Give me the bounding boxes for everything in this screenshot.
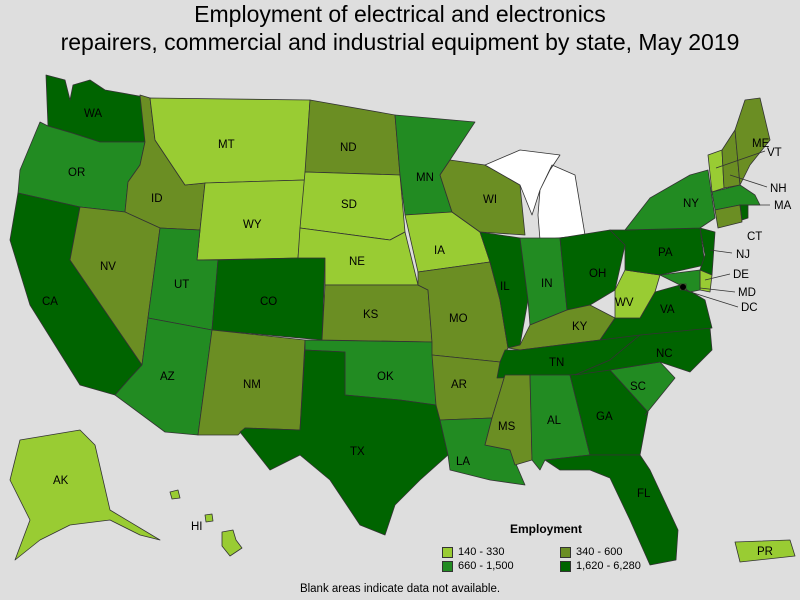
label-de: DE — [733, 269, 749, 281]
state-mi[interactable] — [484, 149, 586, 241]
state-ct[interactable] — [714, 204, 743, 229]
label-id: ID — [151, 193, 163, 205]
label-ia: IA — [434, 245, 445, 257]
map-title-line-1: Employment of electrical and electronics — [194, 1, 606, 27]
label-wy: WY — [243, 219, 262, 231]
label-mo: MO — [449, 313, 468, 325]
label-mt: MT — [218, 139, 235, 151]
label-tx: TX — [350, 446, 365, 458]
label-wa: WA — [84, 108, 102, 120]
label-oh: OH — [589, 268, 606, 280]
label-wi: WI — [483, 194, 497, 206]
state-ms[interactable] — [484, 374, 533, 466]
legend-title: Employment — [510, 522, 583, 536]
legend-item-1620-6280: 1,620 - 6,280 — [560, 560, 641, 572]
label-nv: NV — [100, 261, 116, 273]
label-in: IN — [541, 278, 553, 290]
label-nh: NH — [770, 183, 787, 195]
label-pr: PR — [757, 546, 773, 558]
label-il: IL — [500, 281, 510, 293]
label-md: MD — [738, 287, 756, 299]
legend-swatch — [560, 546, 571, 558]
label-nc: NC — [656, 348, 673, 360]
label-or: OR — [68, 167, 85, 179]
label-ks: KS — [363, 309, 379, 321]
label-me: ME — [752, 138, 770, 150]
state-co[interactable] — [211, 257, 326, 341]
state-labels: WA OR CA ID NV MT WY UT AZ CO NM ND SD N… — [42, 108, 792, 558]
state-ny[interactable] — [624, 169, 716, 231]
label-ok: OK — [377, 371, 394, 383]
state-nc[interactable] — [574, 327, 713, 376]
legend-label: 660 - 1,500 — [458, 560, 514, 572]
label-va: VA — [660, 304, 675, 316]
state-tx[interactable] — [239, 349, 449, 536]
legend-swatch — [442, 546, 453, 558]
legend-swatch — [442, 560, 453, 572]
label-hi: HI — [191, 521, 203, 533]
label-la: LA — [456, 456, 470, 468]
dc-marker — [680, 284, 686, 290]
label-fl: FL — [637, 488, 651, 500]
state-fl[interactable] — [544, 454, 679, 566]
legend-label: 340 - 600 — [576, 546, 623, 558]
map-title-line-2: repairers, commercial and industrial equ… — [60, 29, 740, 55]
label-sd: SD — [341, 199, 357, 211]
label-ms: MS — [498, 421, 516, 433]
state-nd[interactable] — [304, 99, 401, 176]
label-ny: NY — [683, 198, 699, 210]
state-hi[interactable] — [169, 489, 243, 557]
label-ky: KY — [572, 321, 588, 333]
label-al: AL — [547, 415, 562, 427]
footnote: Blank areas indicate data not available. — [299, 583, 501, 595]
label-ak: AK — [53, 475, 69, 487]
label-ct: CT — [747, 231, 762, 243]
label-ne: NE — [349, 256, 365, 268]
label-nm: NM — [243, 379, 261, 391]
label-sc: SC — [630, 381, 646, 393]
label-ca: CA — [42, 296, 58, 308]
label-vt: VT — [767, 147, 782, 159]
callout-lines — [683, 150, 770, 308]
state-ak[interactable] — [9, 429, 161, 561]
label-mn: MN — [416, 172, 434, 184]
legend-label: 140 - 330 — [458, 546, 505, 558]
legend-item-140-330: 140 - 330 — [442, 546, 504, 558]
legend-item-340-600: 340 - 600 — [560, 546, 622, 558]
label-ar: AR — [451, 379, 467, 391]
map-title: Employment of electrical and electronics… — [0, 0, 800, 56]
label-tn: TN — [549, 357, 564, 369]
label-nj: NJ — [736, 249, 750, 261]
label-pa: PA — [658, 247, 673, 259]
label-ga: GA — [596, 411, 613, 423]
label-nd: ND — [340, 142, 357, 154]
label-wv: WV — [615, 297, 634, 309]
label-ut: UT — [174, 279, 189, 291]
legend-label: 1,620 - 6,280 — [576, 560, 641, 572]
state-pr[interactable] — [734, 539, 796, 563]
legend-swatch — [560, 560, 571, 572]
label-co: CO — [260, 296, 277, 308]
label-az: AZ — [160, 371, 175, 383]
label-ma: MA — [774, 200, 792, 212]
label-dc: DC — [741, 302, 758, 314]
legend-item-660-1500: 660 - 1,500 — [442, 560, 514, 572]
state-md[interactable] — [659, 269, 701, 293]
